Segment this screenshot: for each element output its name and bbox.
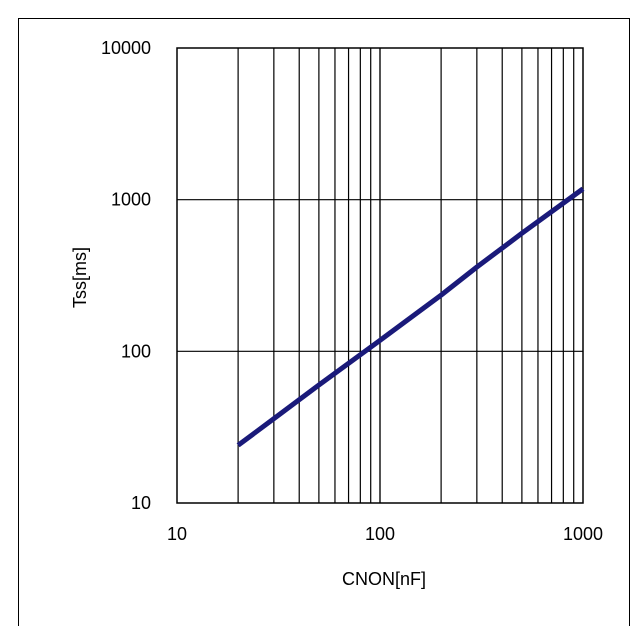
y-axis-label: Tss[ms] xyxy=(70,247,90,308)
plot-area xyxy=(176,47,584,504)
y-tick-label: 10000 xyxy=(101,38,151,58)
y-tick-label: 10 xyxy=(131,493,151,513)
x-tick-label: 100 xyxy=(365,524,395,544)
x-tick-labels: 10 100 1000 xyxy=(167,524,603,544)
grid-lines xyxy=(177,48,583,503)
y-tick-label: 1000 xyxy=(111,190,151,210)
chart-frame xyxy=(18,18,630,626)
y-tick-label: 100 xyxy=(121,341,151,361)
x-tick-label: 10 xyxy=(167,524,187,544)
x-axis-label: CNON[nF] xyxy=(342,569,426,589)
y-tick-labels: 10 100 1000 10000 xyxy=(101,38,151,513)
x-tick-label: 1000 xyxy=(563,524,603,544)
series-line xyxy=(236,186,585,448)
